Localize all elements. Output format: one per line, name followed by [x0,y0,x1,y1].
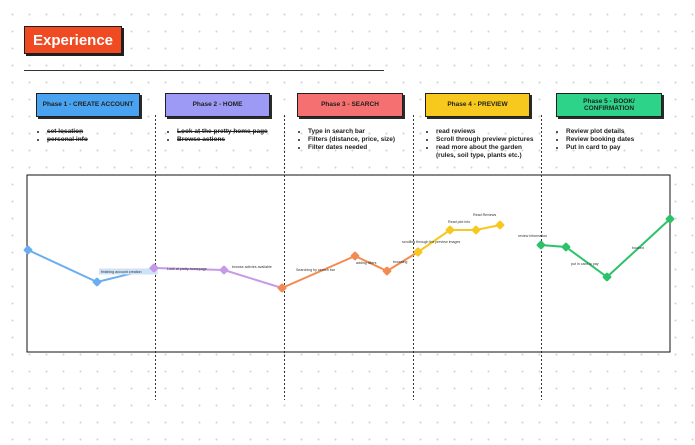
journey-layer: finishing account creation Look at pretty… [23,213,675,293]
journey-line-phase-3 [281,251,419,289]
journey-point [561,242,571,252]
journey-point-label: Read plot info [448,220,470,224]
journey-point [23,245,33,255]
phase-note: Review booking dates [566,136,674,144]
journey-point [92,277,102,287]
journey-point [219,265,229,275]
phase-2-notes: Look at the pretty home pageBrowse actio… [168,128,289,144]
journey-point [277,283,287,293]
journey-point [536,240,546,250]
phase-3-notes: Type in search barFilters (distance, pri… [299,128,420,152]
phase-3-label: Phase 3 - SEARCH [321,101,379,109]
phase-2-label: Phase 2 - HOME [192,101,243,109]
phase-note: personal info [47,136,152,144]
phase-5-notes: Review plot detailsReview booking datesP… [557,128,674,152]
journey-label-bg [99,268,158,275]
journey-point-label: finishing account creation [101,270,142,274]
journey-point [495,220,505,230]
phase-3-header: Phase 3 - SEARCH [297,93,403,117]
journey-point-label: browse activies available [232,265,272,269]
phase-note: Type in search bar [308,128,420,136]
phase-2-header: Phase 2 - HOME [165,93,270,117]
journey-point-label: Look at pretty homepage [167,267,207,271]
phase-4-header: Phase 4 - PREVIEW [425,93,530,117]
phase-note: Browse actions [177,136,289,144]
phase-4-notes: read reviewsScroll through preview pictu… [427,128,540,161]
title-underline [24,70,384,71]
phase-note: Review plot details [566,128,674,136]
journey-point-label: browsing [393,260,407,264]
journey-point [382,266,392,276]
journey-point [149,263,159,273]
journey-point-label: adding filters [356,261,377,265]
journey-point [602,272,612,282]
journey-point-label: Searching by search bar [296,268,336,272]
journey-line-phase-5 [540,218,671,278]
journey-point [413,247,423,257]
journey-point [445,225,455,235]
phase-note: Put in card to pay [566,144,674,152]
phase-note: read more about the garden (rules, soil … [436,144,540,160]
journey-point-label: review information [518,234,547,238]
journey-point [665,214,675,224]
journey-point-label: Read Reviews [473,213,496,217]
phase-1-notes: set locationpersonal info [38,128,152,144]
journey-line-phase-4 [417,224,501,253]
phase-4-label: Phase 4 - PREVIEW [447,101,508,109]
journey-frame [26,174,671,353]
journey-point [471,225,481,235]
phase-note: Scroll through preview pictures [436,136,540,144]
phase-5-label: Phase 5 - BOOK/ CONFIRMATION [583,97,635,112]
phase-note: set location [47,128,152,136]
board-title: Experience [24,26,122,54]
phase-5-header: Phase 5 - BOOK/ CONFIRMATION [556,93,662,117]
board-title-text: Experience [32,31,114,49]
journey-point-label: scrolling through the preview images [402,240,461,244]
phase-note: Filter dates needed [308,144,420,152]
phase-note: read reviews [436,128,540,136]
phase-1-header: Phase 1 - CREATE ACCOUNT [36,93,140,117]
phase-1-label: Phase 1 - CREATE ACCOUNT [42,101,134,109]
journey-point [350,251,360,261]
phase-note: Look at the pretty home page [177,128,289,136]
journey-point-label: put in card to pay [571,262,599,266]
phase-note: Filters (distance, price, size) [308,136,420,144]
journey-point-label: booked [632,246,644,250]
